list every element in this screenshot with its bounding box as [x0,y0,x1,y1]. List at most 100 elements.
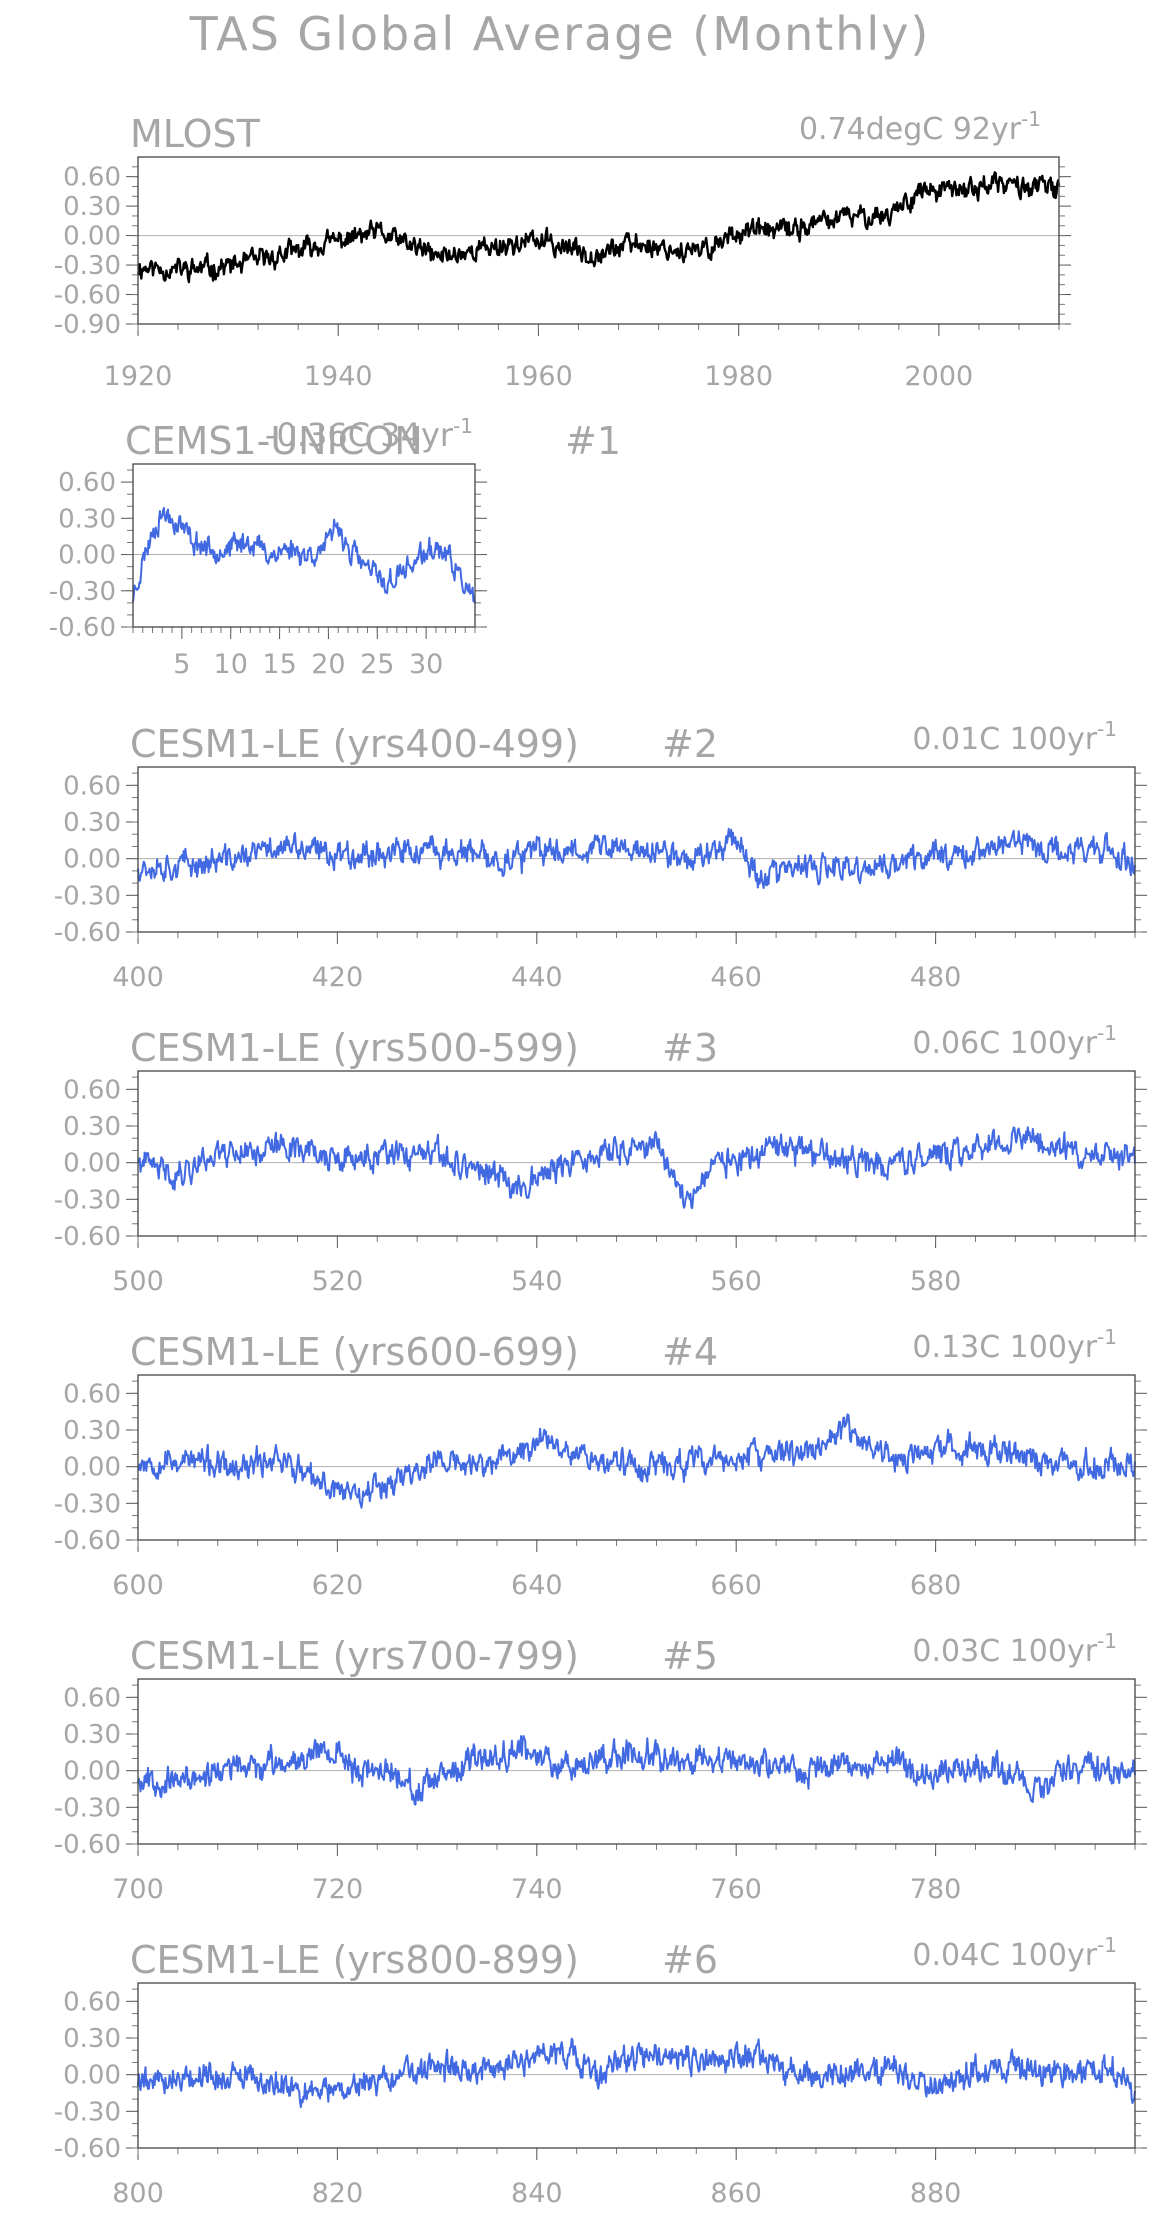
plot-frame [137,766,1136,933]
y-tick-label: 0.60 [63,1683,121,1713]
panel-title: CESM1-LE (yrs800-899) [130,1938,579,1982]
x-tick-label: 740 [511,1874,563,1905]
trend-value: 0.06C 100yr [912,1026,1097,1061]
y-tick-label: -0.60 [54,2134,121,2164]
panel-title: MLOST [130,112,261,156]
x-tick-label: 640 [511,1570,563,1601]
x-tick-label: 560 [710,1266,762,1297]
x-tick-label: 700 [112,1874,164,1905]
panel-1: MLOST 0.74degC 92yr-10.600.300.00-0.30-0.… [54,107,1071,392]
y-tick-label: 0.60 [58,468,116,498]
x-tick-label: 10 [214,649,248,680]
member-label: #6 [662,1938,718,1982]
y-tick-label: -0.30 [54,1185,121,1215]
x-tick-label: 2000 [905,361,974,392]
x-tick-label: 30 [409,649,443,680]
x-tick-label: 820 [312,2178,364,2209]
y-tick-label: 0.00 [63,1757,121,1787]
trend-label: 0.74degC 92yr-1 [799,107,1041,147]
panel-7: CESM1-LE (yrs800-899) #6 0.04C 100yr-1 0.60… [54,1933,1147,2209]
x-tick-label: 480 [910,962,962,993]
panel-6: CESM1-LE (yrs700-799) #5 0.03C 100yr-1 0.60… [54,1629,1147,1905]
x-tick-label: 720 [312,1874,364,1905]
trend-exponent: -1 [453,414,473,438]
trend-label: 0.04C 100yr-1 [912,1933,1117,1973]
x-tick-label: 580 [910,1266,962,1297]
y-tick-label: 0.60 [63,1987,121,2017]
trend-value: 0.04C 100yr [912,1938,1097,1973]
x-tick-label: 20 [311,649,345,680]
trend-value: 0.74degC 92yr [799,112,1022,147]
panel-title: CESM1-LE (yrs500-599) [130,1026,579,1070]
series-line [137,1735,1136,1806]
x-tick-label: 15 [262,649,296,680]
trend-value: 0.01C 100yr [912,722,1097,757]
figure-title: TAS Global Average (Monthly) [189,7,931,61]
x-tick-label: 780 [910,1874,962,1905]
y-tick-label: 0.30 [63,1112,121,1142]
y-tick-label: 0.60 [63,771,121,801]
y-tick-label: 0.60 [63,1379,121,1409]
x-tick-label: 600 [112,1570,164,1601]
y-tick-label: -0.60 [54,1526,121,1556]
y-tick-label: -0.60 [54,1830,121,1860]
y-tick-label: 0.00 [63,1453,121,1483]
y-tick-label: 0.00 [63,2061,121,2091]
series-line [132,507,476,604]
member-label: #3 [662,1026,718,1070]
y-tick-label: -0.60 [54,918,121,948]
y-tick-label: 0.30 [58,504,116,534]
x-tick-label: 400 [112,962,164,993]
x-tick-label: 680 [910,1570,962,1601]
trend-label: 0.03C 100yr-1 [912,1629,1117,1669]
x-tick-label: 540 [511,1266,563,1297]
trend-exponent: -1 [1097,1629,1117,1653]
series-line [137,1126,1136,1210]
x-tick-label: 500 [112,1266,164,1297]
x-tick-label: 620 [312,1570,364,1601]
plot-frame [132,463,476,628]
y-tick-label: 0.30 [63,808,121,838]
y-tick-label: -0.30 [54,1793,121,1823]
y-tick-label: -0.30 [54,251,121,281]
y-tick-label: 0.00 [63,1149,121,1179]
series-line [137,2037,1136,2109]
trend-label: 0.01C 100yr-1 [912,717,1117,757]
x-tick-label: 840 [511,2178,563,2209]
plot-frame [137,1374,1136,1541]
plot-frame [137,1070,1136,1237]
y-tick-label: -0.30 [54,881,121,911]
y-tick-label: -0.30 [49,577,116,607]
y-tick-label: -0.30 [54,2097,121,2127]
y-tick-label: -0.90 [54,310,121,340]
series-line [136,171,1061,284]
x-tick-label: 1940 [304,361,373,392]
x-tick-label: 800 [112,2178,164,2209]
x-tick-label: 1920 [104,361,173,392]
y-tick-label: -0.60 [54,281,121,311]
trend-exponent: -1 [1097,717,1117,741]
panel-5: CESM1-LE (yrs600-699) #4 0.13C 100yr-1 0.60… [54,1325,1147,1601]
x-tick-label: 25 [360,649,394,680]
plot-frame [137,156,1060,325]
x-tick-label: 520 [312,1266,364,1297]
x-tick-label: 860 [710,2178,762,2209]
trend-value: -0.36C 34yr [265,416,454,454]
x-tick-label: 420 [312,962,364,993]
trend-label: 0.06C 100yr-1 [912,1021,1117,1061]
y-tick-label: -0.60 [54,1222,121,1252]
y-tick-label: 0.00 [63,845,121,875]
plot-frame [137,1982,1136,2149]
trend-value: 0.13C 100yr [912,1330,1097,1365]
member-label: #1 [565,419,621,463]
y-tick-label: 0.00 [63,222,121,252]
member-label: #4 [662,1330,718,1374]
y-tick-label: -0.60 [49,613,116,643]
trend-label: -0.36C 34yr-1 [265,414,473,454]
member-label: #2 [662,722,718,766]
y-tick-label: 0.30 [63,2024,121,2054]
y-tick-label: 0.30 [63,1720,121,1750]
y-tick-label: 0.60 [63,1075,121,1105]
y-tick-label: 0.30 [63,1416,121,1446]
x-tick-label: 660 [710,1570,762,1601]
